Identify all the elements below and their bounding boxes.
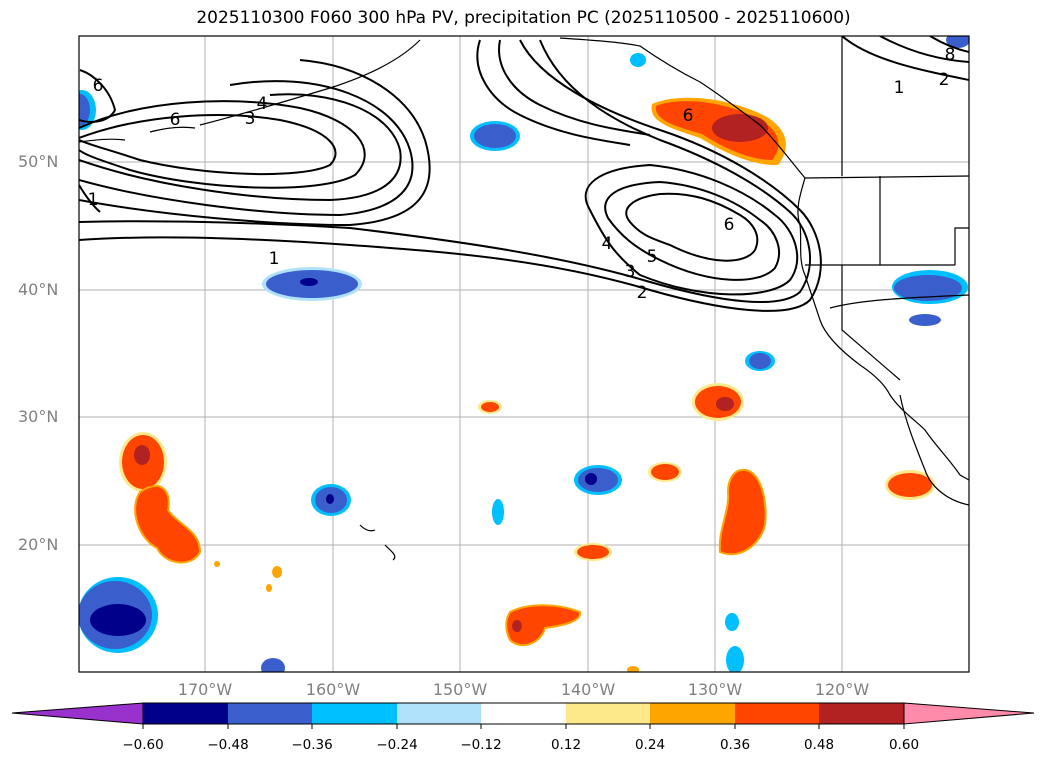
lon-label: 150°W <box>432 680 488 699</box>
pv-contour-label: 4 <box>602 234 613 254</box>
pv-contour-label: 1 <box>88 190 99 210</box>
pv-contour-label: 6 <box>724 215 735 235</box>
pv-contour-label: 1 <box>894 78 905 98</box>
colorbar-tick-label: 0.12 <box>550 737 582 753</box>
pv-contour-label: 4 <box>257 94 268 114</box>
pv-contour-labels: 6 6 4 3 1 1 6 4 3 2 5 6 1 2 8 <box>88 45 956 303</box>
lat-label: 40°N <box>18 280 59 299</box>
pv-contour-label: 3 <box>245 109 256 129</box>
pv-contours <box>79 36 969 312</box>
pv-contour-label: 5 <box>647 247 658 267</box>
colorbar-tick-label: −0.12 <box>460 737 502 753</box>
lon-label: 140°W <box>560 680 616 699</box>
lon-label: 130°W <box>687 680 743 699</box>
lat-label: 20°N <box>18 535 59 554</box>
colorbar-segment <box>397 703 481 724</box>
colorbar-tick-label: 0.24 <box>634 737 666 753</box>
colorbar-tick-label: 0.60 <box>888 737 920 753</box>
colorbar-tick-label: 0.48 <box>803 737 835 753</box>
lat-label: 50°N <box>18 152 59 171</box>
lon-label: 170°W <box>177 680 233 699</box>
map-background <box>79 36 969 672</box>
map-frame <box>78 35 970 673</box>
pv-contour-label: 2 <box>637 283 648 303</box>
colorbar-extend-low <box>11 702 144 725</box>
colorbar-segment <box>566 703 650 724</box>
pv-contour-label: 6 <box>93 76 104 96</box>
colorbar-segment <box>143 703 228 724</box>
pv-contour-label: 8 <box>945 45 956 65</box>
lat-label: 30°N <box>18 407 59 426</box>
pv-contour-label: 6 <box>683 106 694 126</box>
colorbar-segment <box>650 703 735 724</box>
colorbar-tick-label: −0.60 <box>122 737 164 753</box>
colorbar-extend-high <box>903 702 1035 725</box>
lon-label: 120°W <box>814 680 870 699</box>
colorbar-tick-label: −0.36 <box>291 737 333 753</box>
colorbar-tick-label: −0.48 <box>207 737 249 753</box>
colorbar-segment <box>735 703 819 724</box>
map-title: 2025110300 F060 300 hPa PV, precipitatio… <box>196 8 851 28</box>
lon-label: 160°W <box>305 680 361 699</box>
pv-contour-label: 6 <box>170 110 181 130</box>
pv-contour-label: 1 <box>269 249 280 269</box>
colorbar-tick-label: −0.24 <box>376 737 418 753</box>
colorbar-segment <box>819 703 904 724</box>
precip-negative-regions <box>79 36 969 672</box>
pv-contour-label: 3 <box>625 262 636 282</box>
colorbar-segment <box>228 703 312 724</box>
colorbar-tick-label: 0.36 <box>719 737 751 753</box>
colorbar-segment <box>481 703 566 724</box>
pv-contour-label: 2 <box>939 70 950 90</box>
colorbar <box>11 702 1035 729</box>
colorbar-segment <box>312 703 397 724</box>
